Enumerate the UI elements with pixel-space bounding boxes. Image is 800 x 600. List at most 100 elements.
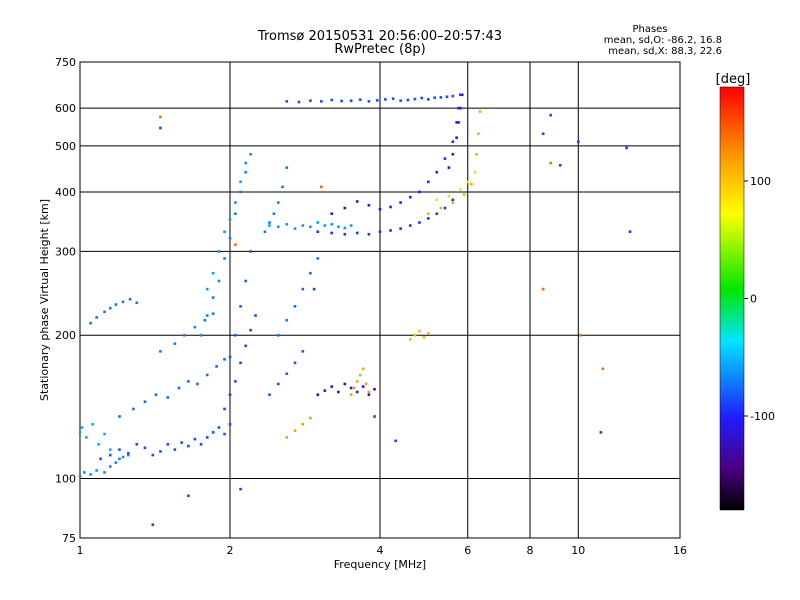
y-axis-label: Stationary phase Virtual Height [km] [38,199,51,401]
data-point [420,96,423,100]
data-point [447,194,451,198]
data-point [217,250,221,253]
data-point [352,386,356,390]
data-point [234,212,237,216]
data-point [78,475,82,478]
data-point [601,367,605,371]
data-point [268,224,271,227]
data-point [154,393,158,397]
data-point [143,446,147,450]
data-point [285,166,289,169]
data-point [285,436,289,439]
data-point [309,99,312,102]
data-point [103,471,106,474]
data-point [470,183,473,186]
data-point [426,180,430,184]
data-point [337,225,340,229]
data-point [373,387,376,391]
data-point [91,422,94,426]
data-point [82,471,86,474]
data-point [159,126,162,130]
data-point [389,205,392,209]
data-point [276,333,280,337]
data-point [367,100,371,103]
data-point [399,227,402,230]
y-tick-label: 750 [55,56,76,69]
stats-x-line: mean, sd,X: 88.3, 22.6 [608,46,722,57]
data-point [361,367,365,371]
data-point [166,396,170,399]
data-point [199,333,203,337]
data-point [223,257,226,260]
data-point [384,98,387,101]
data-point [399,201,402,204]
data-point [223,407,226,411]
data-point [309,416,312,420]
data-point [330,98,334,102]
data-point [358,373,362,377]
data-point [599,431,603,434]
data-point [78,431,82,434]
data-point [330,212,334,216]
data-point [293,227,297,230]
data-point [97,443,100,446]
data-point [203,318,207,322]
data-point [330,385,334,388]
data-point [234,201,237,204]
data-point [378,230,382,234]
data-point [103,310,106,314]
stats-heading: Phases [632,24,667,35]
data-point [281,185,284,189]
data-point [459,93,462,97]
data-point [217,279,221,283]
data-point [457,106,460,110]
data-point [477,132,480,136]
x-tick-label: 4 [377,544,384,557]
data-point [215,365,218,368]
data-point [367,203,371,207]
data-point [193,437,197,441]
data-point [426,331,430,335]
data-point [228,393,232,397]
data-point [367,232,371,236]
data-point [244,161,247,165]
data-point [459,188,462,191]
data-point [276,201,280,204]
colorbar-tick-label: 0 [750,293,757,306]
colorbar-label: [deg] [716,72,751,87]
y-tick-label: 200 [55,329,76,342]
data-point [223,358,226,361]
data-point [103,432,106,436]
data-point [375,99,379,102]
data-point [297,100,301,104]
colorbar-tick-label: -100 [750,410,775,423]
data-point [166,443,170,446]
data-point [358,98,362,101]
data-point [323,224,327,227]
x-axis-label: Frequency [MHz] [334,558,426,571]
x-tick-label: 10 [571,544,585,557]
data-point [309,271,312,275]
data-point [309,225,312,229]
data-point [541,132,545,136]
data-point [413,97,417,101]
data-point [95,316,98,319]
y-tick-label: 600 [55,102,76,115]
data-point [99,457,102,461]
data-point [367,393,371,397]
data-point [187,494,190,498]
data-point [118,415,121,418]
data-point [355,200,359,203]
data-point [193,325,197,329]
x-tick-label: 2 [227,544,234,557]
data-point [223,432,226,436]
data-point [239,180,242,184]
data-point [234,380,237,383]
data-point [408,224,412,227]
data-point [159,115,162,119]
x-tick-labels: 1 2 4 6 8 10 16 [77,544,688,557]
data-point [128,297,132,301]
data-point [399,99,402,102]
data-point [330,231,334,235]
data-point [349,99,353,102]
